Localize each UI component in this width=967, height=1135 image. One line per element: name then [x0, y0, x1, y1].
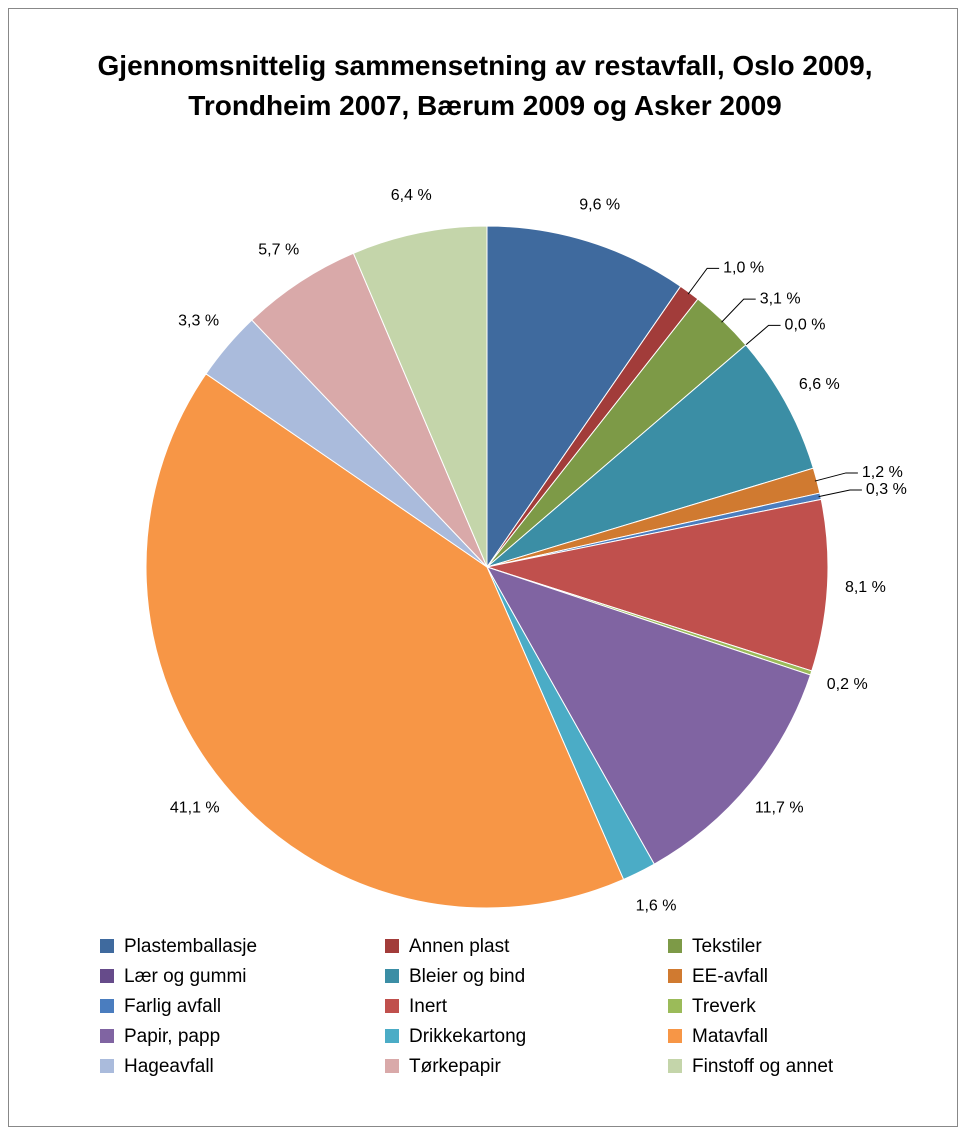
legend-swatch: [100, 969, 114, 983]
legend-swatch: [668, 1059, 682, 1073]
data-label: 1,0 %: [723, 260, 764, 277]
legend-swatch: [100, 1059, 114, 1073]
data-label: 8,1 %: [845, 579, 886, 596]
legend-label: Finstoff og annet: [692, 1056, 834, 1077]
legend-swatch: [385, 1029, 399, 1043]
data-label: 1,6 %: [636, 897, 677, 914]
legend-label: Lær og gummi: [124, 966, 247, 987]
legend-swatch: [668, 1029, 682, 1043]
legend-label: EE-avfall: [692, 966, 768, 987]
legend-swatch: [385, 999, 399, 1013]
legend-label: Plastemballasje: [124, 936, 257, 957]
data-label: 41,1 %: [170, 800, 220, 817]
chart-title: Gjennomsnittelig sammensetning av restav…: [97, 50, 873, 121]
leader-line: [814, 472, 858, 482]
legend-swatch: [385, 969, 399, 983]
legend-label: Farlig avfall: [124, 996, 221, 1017]
data-label: 0,3 %: [866, 481, 907, 498]
legend-label: Drikkekartong: [409, 1026, 526, 1047]
legend-swatch: [385, 1059, 399, 1073]
legend-label: Inert: [409, 996, 448, 1017]
data-label: 9,6 %: [579, 196, 620, 213]
legend-swatch: [100, 939, 114, 953]
legend-swatch: [100, 999, 114, 1013]
pie-slice: [486, 344, 814, 568]
legend-label: Tekstiler: [692, 936, 762, 957]
pie-slice: [352, 225, 488, 568]
leader-line: [687, 267, 720, 295]
leader-line: [818, 489, 862, 498]
data-label: 1,2 %: [862, 464, 903, 481]
legend-label: Annen plast: [409, 936, 510, 957]
pie-slice: [485, 498, 829, 672]
legend-swatch: [668, 939, 682, 953]
data-label: 0,2 %: [827, 676, 868, 693]
legend-swatch: [668, 969, 682, 983]
data-label: 0,0 %: [785, 317, 826, 334]
legend-label: Treverk: [692, 996, 756, 1017]
data-label: 6,4 %: [391, 187, 432, 204]
pie-slice: [486, 225, 682, 569]
data-label: 6,6 %: [799, 376, 840, 393]
leader-line: [721, 298, 756, 323]
chart-frame: [8, 8, 958, 1127]
data-label: 3,1 %: [760, 290, 801, 307]
pie-slice: [145, 373, 625, 909]
legend-label: Bleier og bind: [409, 966, 525, 987]
legend-label: Tørkepapir: [409, 1056, 502, 1077]
legend-swatch: [668, 999, 682, 1013]
leader-line: [743, 324, 781, 347]
data-label: 5,7 %: [258, 242, 299, 259]
data-label: 3,3 %: [178, 312, 219, 329]
data-label: 11,7 %: [755, 800, 804, 817]
legend-label: Papir, papp: [124, 1026, 220, 1047]
legend-label: Hageavfall: [124, 1056, 214, 1077]
legend-label: Matavfall: [692, 1026, 768, 1047]
legend-swatch: [100, 1029, 114, 1043]
legend-swatch: [385, 939, 399, 953]
pie-slice: [485, 566, 812, 865]
